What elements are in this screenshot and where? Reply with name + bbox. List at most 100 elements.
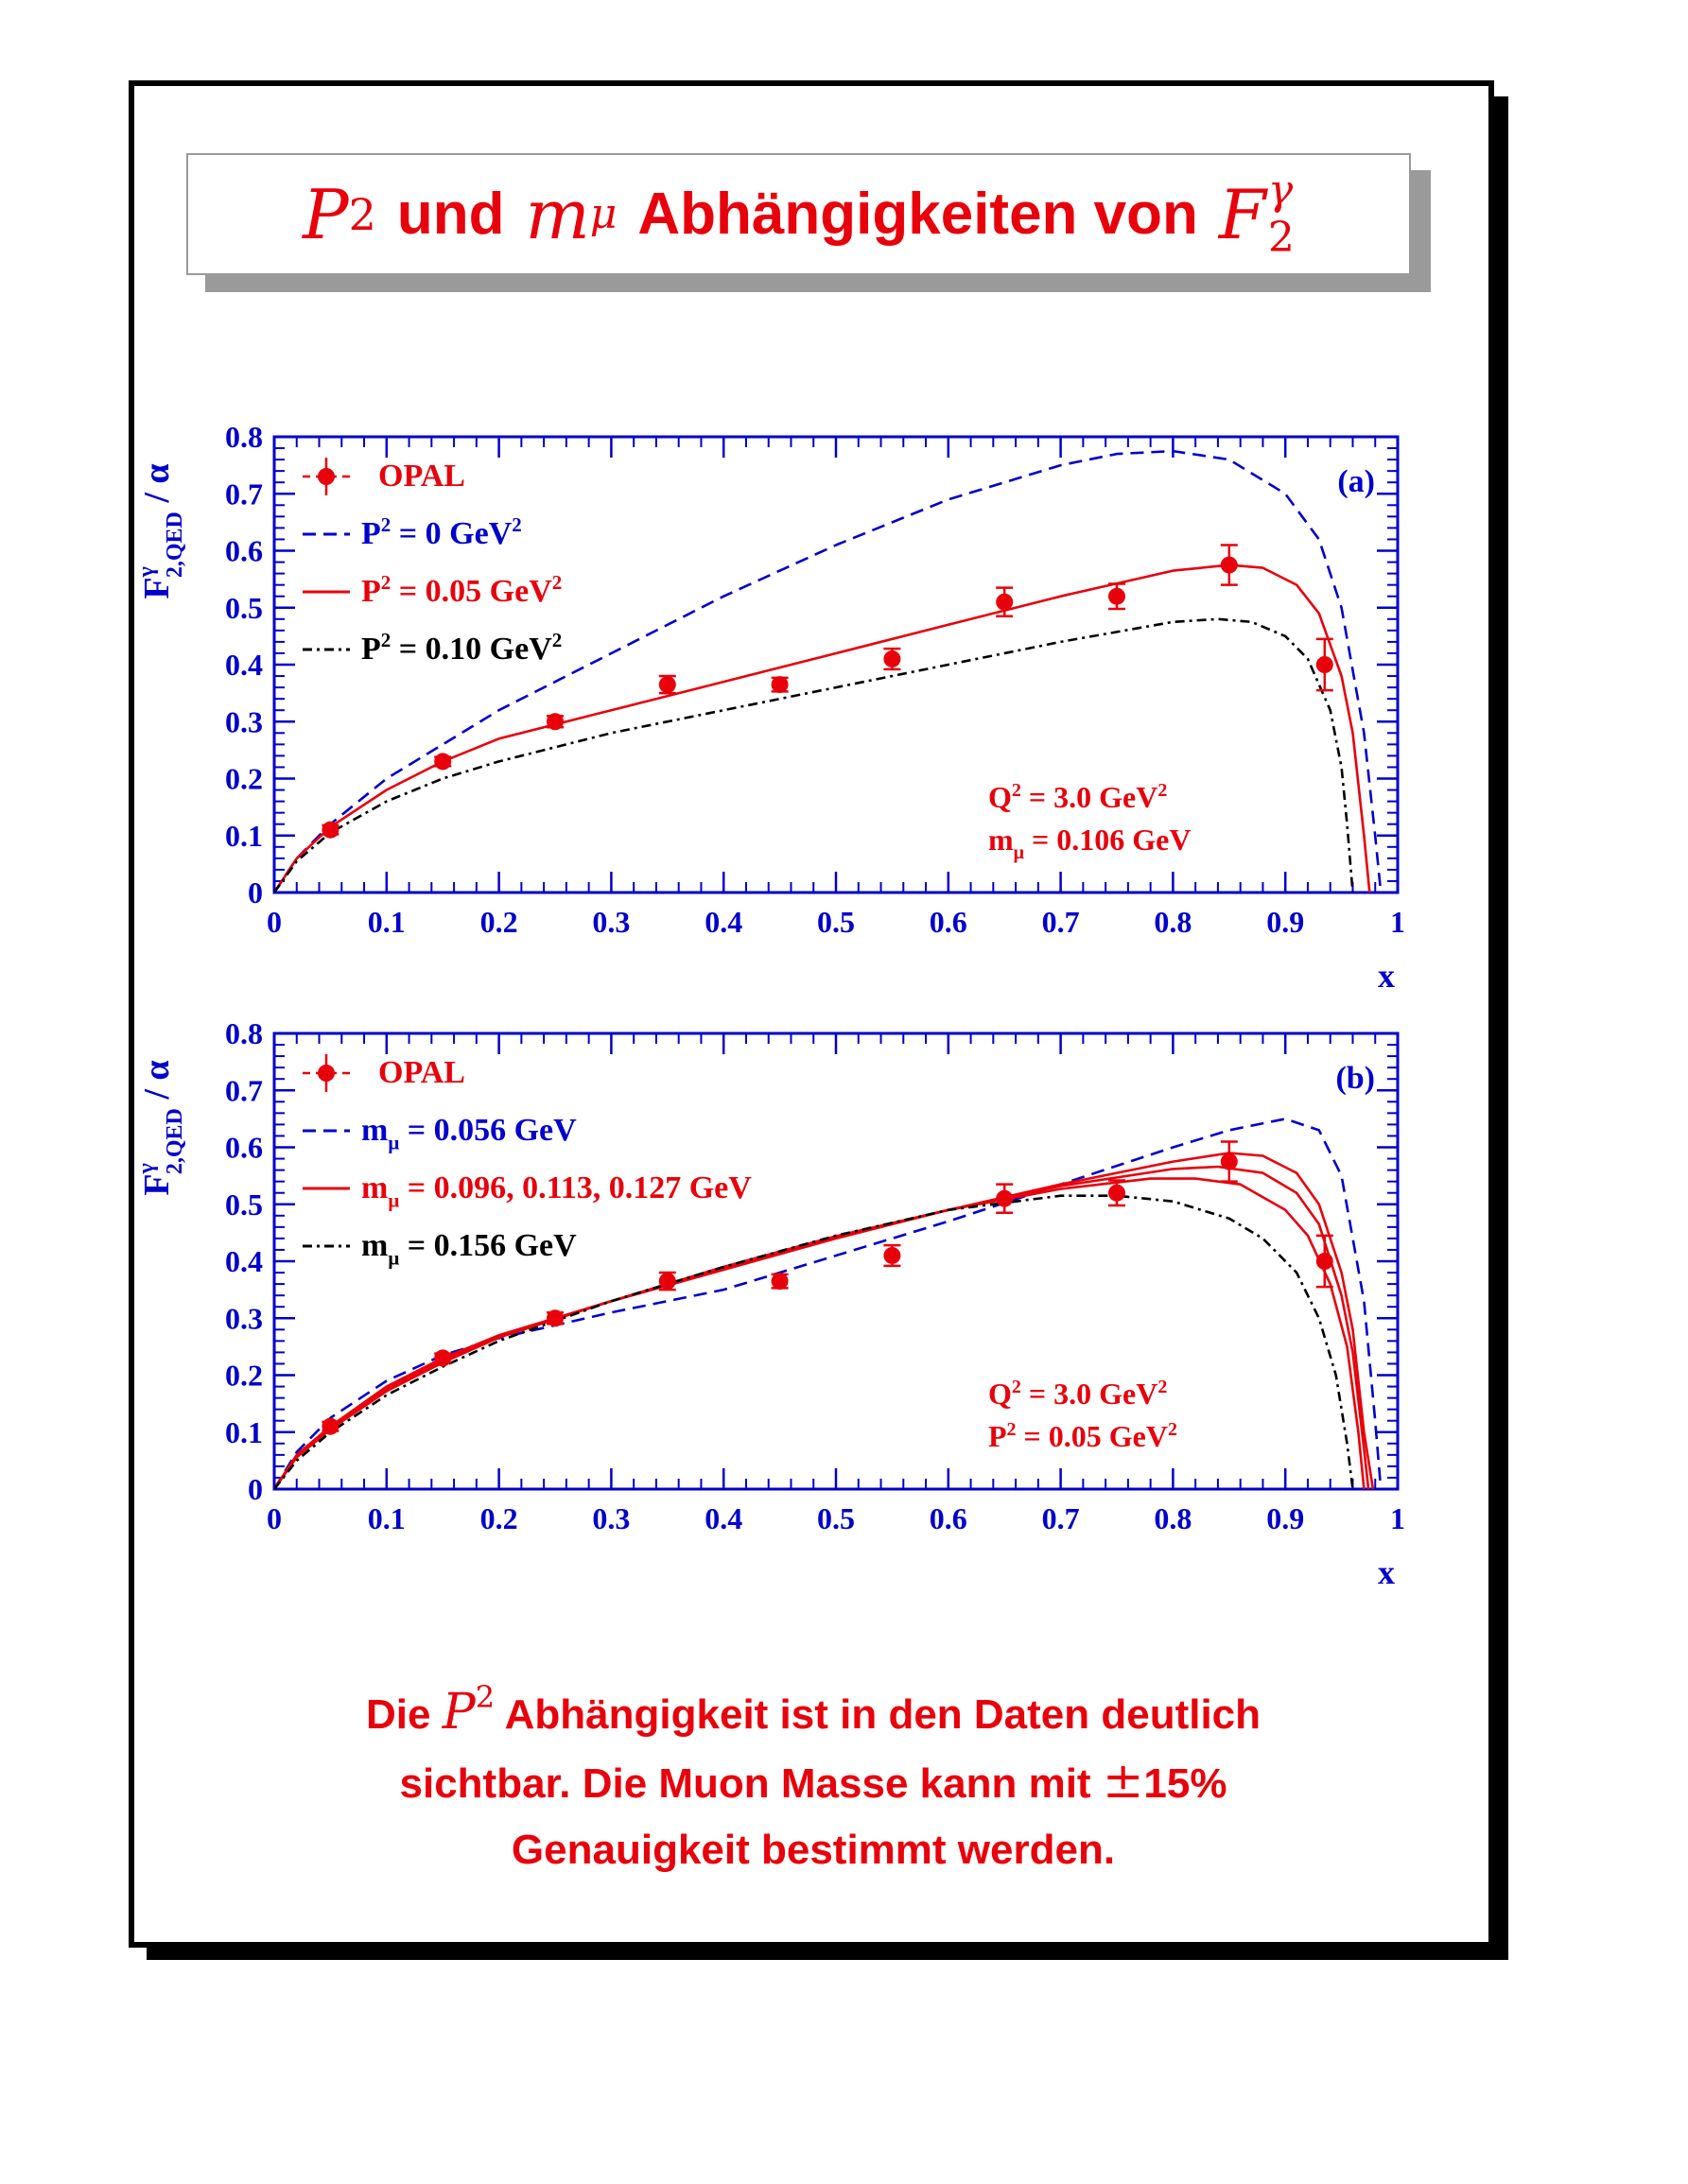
x-tick-label: 0.4 xyxy=(705,1501,742,1535)
conclusion-line-3: Genauigkeit bestimmt werden. xyxy=(511,1827,1116,1873)
panel-label: (a) xyxy=(1337,464,1375,499)
annotation-text: Q2​ = 3.0 GeV2​ xyxy=(988,1377,1167,1411)
series-line-solid-1 xyxy=(274,563,1371,893)
x-tick-label: 0.5 xyxy=(817,905,855,939)
y-tick-label: 0.2 xyxy=(225,762,263,796)
chart-panel-b: 0 0.1 0.2 0.3 0.4 0.5 0.6 0.7 0.8 0.9 1 0 0.1 0.2 0.3 0… xyxy=(134,1016,1405,1591)
data-point xyxy=(434,1349,452,1367)
y-tick-label: 0.5 xyxy=(225,1187,263,1222)
slide-frame xyxy=(129,80,1494,1948)
data-point xyxy=(322,1417,339,1435)
y-tick-label: 0.8 xyxy=(225,1016,263,1050)
y-axis-label: Fγ 2,QED / α xyxy=(134,1060,187,1195)
x-axis-label: x xyxy=(1378,957,1395,995)
legend-entry-label: mμ​ = 0.056 GeV xyxy=(361,1113,577,1154)
data-point xyxy=(1220,556,1238,574)
x-tick-label: 0.3 xyxy=(592,905,630,939)
x-tick-label: 0.8 xyxy=(1154,1501,1192,1535)
legend-entry-label: mμ​ = 0.156 GeV xyxy=(361,1228,577,1270)
conclusion-percent: 15% xyxy=(1143,1760,1227,1807)
annotation-text: mμ​ = 0.106 GeV xyxy=(988,823,1191,863)
title-f-sub: 2 xyxy=(1267,213,1295,262)
chart-panel-a: 0 0.1 0.2 0.3 0.4 0.5 0.6 0.7 0.8 0.9 1 0 0.1 0.2 0.3 0… xyxy=(134,420,1405,995)
data-point xyxy=(434,753,452,771)
title-rest: Abhängigkeiten von xyxy=(637,182,1198,247)
data-point xyxy=(996,593,1014,611)
x-tick-label: 0.6 xyxy=(930,1501,967,1535)
x-tick-label: 0 xyxy=(267,905,282,939)
y-tick-label: 0.3 xyxy=(225,704,263,738)
y-tick-label: 0.1 xyxy=(225,1415,263,1449)
data-point xyxy=(996,1189,1014,1207)
y-axis-label: Fγ 2,QED / α xyxy=(134,463,187,598)
series-line-dashed-0 xyxy=(274,1118,1383,1489)
panel-label: (b) xyxy=(1335,1061,1375,1096)
conclusion-line1-post: Abhängigkeit ist in den Daten deutlich xyxy=(504,1691,1262,1738)
legend-entry-label: OPAL xyxy=(378,1055,465,1090)
title-f-sup: γ xyxy=(1267,165,1294,215)
y-tick-label: 0.7 xyxy=(225,477,263,511)
x-tick-label: 0 xyxy=(267,1501,282,1535)
legend-entry-label: P2​ = 0.10 GeV2​ xyxy=(361,629,562,667)
data-point xyxy=(1108,587,1125,605)
x-axis-label: x xyxy=(1378,1553,1395,1591)
x-tick-label: 0.7 xyxy=(1042,1501,1080,1535)
annotation-text: Q2​ = 3.0 GeV2​ xyxy=(988,780,1167,814)
data-point xyxy=(771,676,789,694)
data-point xyxy=(771,1273,789,1291)
conclusion-line2-pre: sichtbar. Die Muon Masse kann mit xyxy=(399,1760,1091,1807)
x-tick-label: 0.8 xyxy=(1154,905,1192,939)
data-point xyxy=(1220,1153,1238,1170)
x-tick-label: 0.3 xyxy=(592,1501,630,1535)
y-tick-label: 0.3 xyxy=(225,1301,263,1335)
data-point xyxy=(883,1246,901,1264)
title-p-exponent: 2 xyxy=(348,188,376,240)
y-tick-label: 0.6 xyxy=(225,1131,263,1165)
title-p-symbol: P xyxy=(303,174,349,254)
y-tick-label: 0.7 xyxy=(225,1073,263,1107)
conclusion-line1-pre: Die xyxy=(365,1691,431,1738)
title-f-symbol: F xyxy=(1218,174,1266,254)
x-tick-label: 0.9 xyxy=(1266,1501,1304,1535)
y-tick-label: 0.5 xyxy=(225,591,263,625)
legend-marker-dot xyxy=(318,468,335,485)
data-point xyxy=(883,650,901,667)
x-tick-label: 0.2 xyxy=(480,905,518,939)
y-tick-label: 0.1 xyxy=(225,819,263,853)
data-point xyxy=(1315,1253,1333,1270)
y-axis-label-text: Fγ 2,QED / α xyxy=(134,463,187,598)
series-line-solid-3 xyxy=(274,1177,1366,1489)
x-tick-label: 0.2 xyxy=(480,1501,518,1535)
data-point xyxy=(658,1273,676,1291)
data-point xyxy=(658,676,676,694)
title-m-symbol: m xyxy=(525,174,590,254)
x-tick-label: 1 xyxy=(1390,905,1405,939)
x-tick-label: 0.6 xyxy=(930,905,967,939)
title-m-sub: μ xyxy=(589,190,618,238)
x-tick-label: 0.1 xyxy=(368,905,406,939)
series-line-dashdot-2 xyxy=(274,617,1354,893)
annotation-text: P2​ = 0.05 GeV2​ xyxy=(988,1419,1177,1453)
legend-entry-label: mμ​ = 0.096, 0.113, 0.127 GeV xyxy=(361,1170,752,1212)
x-tick-label: 0.7 xyxy=(1042,905,1080,939)
x-tick-label: 0.9 xyxy=(1266,905,1304,939)
conclusion-p-symbol: P xyxy=(442,1684,476,1741)
legend-marker-dot xyxy=(318,1065,335,1082)
legend-entry-label: P2​ = 0 GeV2​ xyxy=(361,513,522,551)
y-tick-label: 0 xyxy=(248,1472,263,1506)
conclusion-line-2: sichtbar. Die Muon Masse kann mit ±15% xyxy=(199,1748,1428,1817)
y-tick-label: 0.4 xyxy=(225,1244,263,1278)
x-tick-label: 0.5 xyxy=(817,1501,855,1535)
conclusion-plusminus: ± xyxy=(1102,1753,1144,1810)
conclusion-text: Die P2 Abhängigkeit ist in den Daten deu… xyxy=(199,1664,1428,1883)
y-axis-label-text: Fγ 2,QED / α xyxy=(134,1060,187,1195)
y-tick-label: 0.6 xyxy=(225,534,263,568)
legend-entry-label: OPAL xyxy=(378,459,465,494)
data-point xyxy=(547,713,564,731)
y-tick-label: 0.8 xyxy=(225,420,263,454)
data-point xyxy=(1315,656,1333,673)
series-line-solid-2 xyxy=(274,1165,1370,1489)
data-point xyxy=(322,821,339,839)
